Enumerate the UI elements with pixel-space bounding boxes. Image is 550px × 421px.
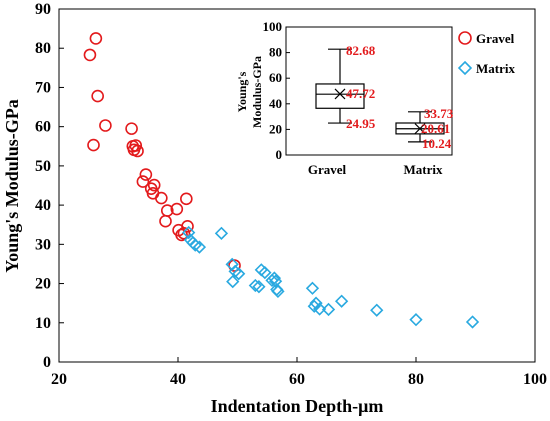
main-points	[83, 32, 480, 329]
gravel-point	[87, 138, 100, 152]
gravel-point	[89, 32, 103, 45]
y-tick-label: 50	[35, 158, 51, 175]
x-tick-label: 80	[408, 371, 424, 388]
y-tick-label: 60	[35, 119, 51, 136]
inset-y-tick-label: 0	[276, 147, 283, 162]
matrix-min-label: 10.24	[422, 136, 452, 151]
y-tick-label: 30	[35, 236, 51, 253]
y-tick-label: 80	[35, 40, 51, 57]
x-axis-title: Indentation Depth-μm	[211, 396, 384, 416]
inset-plot-frame	[285, 26, 453, 156]
gravel-point	[147, 178, 161, 192]
matrix-mean-label: 20.61	[421, 121, 450, 136]
gravel-point	[136, 175, 150, 188]
gravel-point	[177, 227, 191, 240]
y-tick-label: 40	[35, 197, 51, 214]
legend-gravel-marker	[458, 31, 472, 45]
matrix-point	[305, 281, 320, 295]
gravel-point	[160, 204, 174, 217]
gravel-point	[228, 259, 241, 272]
inset-boxes	[315, 48, 445, 143]
inset-background	[256, 27, 524, 155]
x-tick-label: 40	[170, 371, 186, 388]
legend: Gravel Matrix	[457, 31, 515, 76]
inset-y-tick-label: 20	[269, 121, 282, 136]
matrix-point	[267, 271, 282, 285]
matrix-point	[370, 303, 384, 317]
matrix-point	[192, 240, 207, 254]
gravel-point	[159, 214, 172, 228]
gravel-point	[155, 191, 168, 205]
inset-y-tick-label: 100	[263, 19, 283, 34]
gravel-point	[131, 144, 144, 158]
y-axis-title: Young's Modulus-GPa	[2, 99, 22, 273]
inset-y-tick-label: 40	[269, 96, 282, 111]
gravel-mean-label: 47.72	[346, 86, 375, 101]
legend-matrix-label: Matrix	[476, 61, 515, 76]
inset-y-axis-title-line2: Modulus-GPa	[250, 56, 264, 128]
y-tick-label: 10	[35, 315, 51, 332]
matrix-point	[312, 302, 327, 316]
gravel-point	[180, 192, 193, 206]
box-gravel	[315, 48, 365, 124]
inset-category-matrix: Matrix	[404, 162, 443, 177]
gravel-point	[91, 89, 104, 103]
main-ticks: 0 10 20 30 40 50 60 70 80 90 20 40 60 80 100	[35, 1, 547, 388]
series-matrix	[182, 225, 480, 329]
gravel-point	[175, 228, 188, 242]
matrix-point	[214, 226, 229, 240]
matrix-point	[268, 274, 283, 288]
inset-y-axis-title-line1: Young's	[235, 71, 249, 112]
matrix-point	[258, 265, 272, 280]
inset-y-tick-label: 80	[269, 45, 282, 60]
matrix-point	[334, 294, 349, 308]
y-tick-label: 90	[35, 1, 51, 18]
gravel-point	[129, 139, 143, 152]
inset-category-gravel: Gravel	[308, 162, 347, 177]
mean-marker	[334, 88, 346, 100]
gravel-point	[99, 119, 112, 132]
gravel-point	[181, 219, 194, 233]
matrix-point	[271, 284, 285, 299]
matrix-point	[309, 296, 323, 310]
gravel-max-label: 82.68	[346, 43, 376, 58]
matrix-point	[252, 280, 266, 294]
iqr-box	[315, 83, 365, 109]
matrix-point	[248, 278, 262, 293]
matrix-point	[228, 264, 242, 279]
series-gravel	[83, 32, 241, 272]
legend-gravel-label: Gravel	[476, 31, 515, 46]
y-tick-label: 20	[35, 276, 51, 293]
inset-y-tick-label: 60	[269, 70, 282, 85]
matrix-point	[409, 313, 423, 327]
matrix-point	[182, 225, 196, 240]
y-tick-label: 0	[43, 354, 51, 371]
matrix-point	[226, 274, 240, 289]
matrix-point	[321, 302, 336, 317]
gravel-point	[83, 48, 97, 62]
y-tick-label: 70	[35, 79, 51, 96]
gravel-point	[139, 168, 153, 181]
box-matrix	[395, 111, 445, 143]
x-tick-label: 20	[51, 371, 67, 388]
mean-marker	[414, 123, 426, 135]
matrix-point	[465, 315, 480, 329]
gravel-min-label: 24.95	[346, 116, 376, 131]
matrix-max-label: 33.73	[424, 106, 454, 121]
x-tick-label: 60	[289, 371, 305, 388]
matrix-point	[232, 267, 246, 281]
matrix-point	[188, 238, 202, 252]
gravel-point	[125, 122, 138, 135]
x-tick-label: 100	[523, 371, 547, 388]
legend-matrix-marker	[457, 60, 473, 76]
gravel-point	[170, 202, 184, 216]
inset-ticks: 0 20 40 60 80 100	[263, 19, 290, 162]
